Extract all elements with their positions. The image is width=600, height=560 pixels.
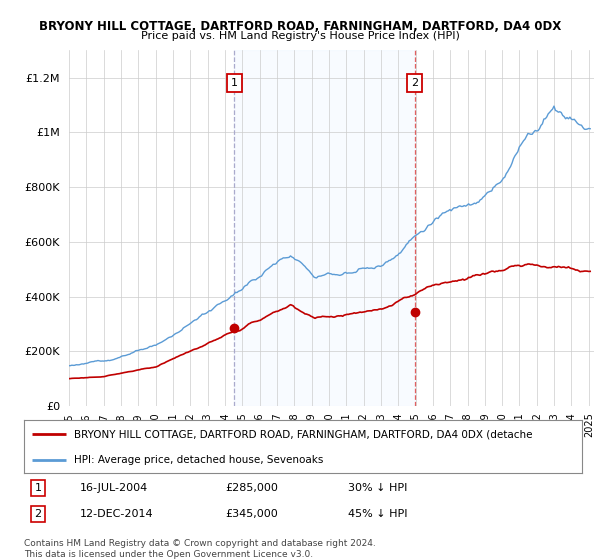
Text: BRYONY HILL COTTAGE, DARTFORD ROAD, FARNINGHAM, DARTFORD, DA4 0DX (detache: BRYONY HILL COTTAGE, DARTFORD ROAD, FARN…: [74, 430, 533, 440]
Text: Price paid vs. HM Land Registry's House Price Index (HPI): Price paid vs. HM Land Registry's House …: [140, 31, 460, 41]
Text: 1: 1: [34, 483, 41, 493]
Text: 30% ↓ HPI: 30% ↓ HPI: [347, 483, 407, 493]
Text: Contains HM Land Registry data © Crown copyright and database right 2024.: Contains HM Land Registry data © Crown c…: [24, 539, 376, 548]
Text: 45% ↓ HPI: 45% ↓ HPI: [347, 509, 407, 519]
Text: 16-JUL-2004: 16-JUL-2004: [80, 483, 148, 493]
Text: 2: 2: [34, 509, 41, 519]
Text: 12-DEC-2014: 12-DEC-2014: [80, 509, 154, 519]
Text: £345,000: £345,000: [225, 509, 278, 519]
Text: This data is licensed under the Open Government Licence v3.0.: This data is licensed under the Open Gov…: [24, 550, 313, 559]
Text: 1: 1: [231, 78, 238, 88]
Text: 2: 2: [411, 78, 418, 88]
Text: BRYONY HILL COTTAGE, DARTFORD ROAD, FARNINGHAM, DARTFORD, DA4 0DX: BRYONY HILL COTTAGE, DARTFORD ROAD, FARN…: [39, 20, 561, 32]
Bar: [234, 50, 415, 406]
Text: HPI: Average price, detached house, Sevenoaks: HPI: Average price, detached house, Seve…: [74, 455, 323, 465]
Text: £285,000: £285,000: [225, 483, 278, 493]
